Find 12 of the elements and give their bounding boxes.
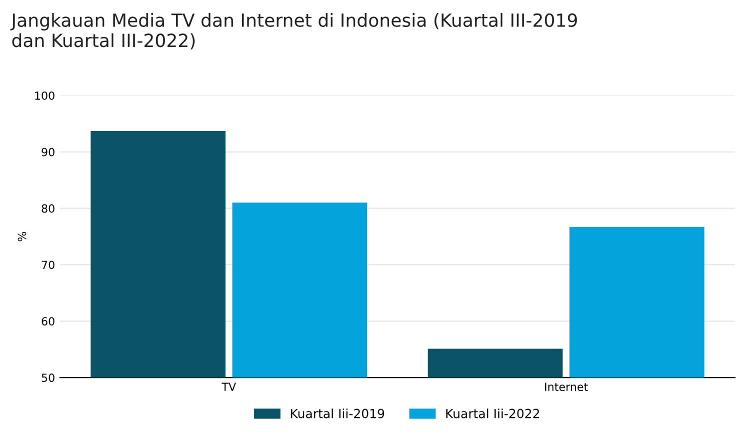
chart-title: Jangkauan Media TV dan Internet di Indonesia (Kuartal III-2019 dan Kuartal III-2022) bbox=[10, 13, 577, 50]
y-tick-label: 50 bbox=[42, 374, 54, 382]
y-tick-label: 80 bbox=[42, 204, 54, 213]
y-tick-label: 60 bbox=[42, 317, 54, 326]
x-tick-label: Internet bbox=[545, 382, 588, 392]
legend-label: Kuartal Iii-2022 bbox=[446, 408, 540, 418]
y-tick-label: 70 bbox=[42, 260, 54, 270]
y-tick-label: 100 bbox=[35, 91, 54, 100]
x-tick-label: TV bbox=[222, 382, 236, 391]
y-tick-label: 90 bbox=[42, 148, 54, 156]
y-axis-title: % bbox=[18, 232, 26, 242]
legend-label: Kuartal Iii-2019 bbox=[290, 408, 384, 418]
